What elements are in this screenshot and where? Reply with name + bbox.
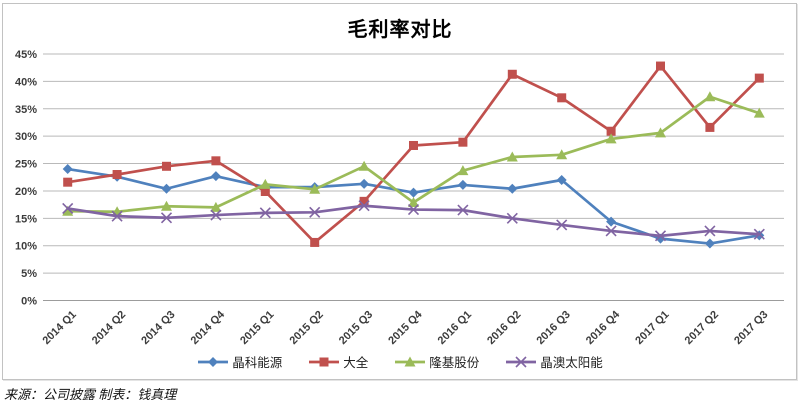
legend-item-daqo[interactable]: 大全 xyxy=(308,352,368,371)
y-tick-label: 40% xyxy=(15,76,37,88)
y-tick-label: 0% xyxy=(21,296,37,308)
line-square-marker-icon xyxy=(309,357,340,366)
y-tick-label: 10% xyxy=(15,241,37,253)
x-tick-label: 2017 Q2 xyxy=(683,309,721,347)
y-axis-tick-labels: 0% 5% 10% 15% 20% 25% 30% 35% 40% 45% xyxy=(15,49,37,308)
y-tick-label: 25% xyxy=(15,159,37,171)
legend-item-jasolar[interactable]: 晶澳太阳能 xyxy=(505,352,603,371)
legend-item-longi[interactable]: 隆基股份 xyxy=(394,352,479,371)
y-tick-label: 35% xyxy=(15,104,37,116)
x-tick-label: 2017 Q1 xyxy=(633,309,671,347)
series-隆基股份 xyxy=(62,91,765,217)
legend-item-jinko[interactable]: 晶科能源 xyxy=(197,352,282,371)
legend-label: 晶科能源 xyxy=(232,356,283,370)
x-tick-label: 2014 Q1 xyxy=(40,309,78,347)
x-tick-label: 2014 Q3 xyxy=(139,309,177,347)
x-tick-label: 2015 Q2 xyxy=(287,309,325,347)
chart-legend: 晶科能源 大全 隆基股份 晶澳太阳能 xyxy=(0,352,800,371)
y-tick-label: 5% xyxy=(21,268,37,280)
series-晶澳太阳能 xyxy=(62,200,765,242)
x-tick-label: 2016 Q3 xyxy=(534,309,572,347)
legend-label: 晶澳太阳能 xyxy=(540,356,603,370)
line-x-marker-icon xyxy=(506,355,537,368)
y-tick-label: 45% xyxy=(15,49,37,61)
y-tick-label: 15% xyxy=(15,213,37,225)
line-triangle-marker-icon xyxy=(395,356,426,366)
y-tick-label: 20% xyxy=(15,186,37,198)
series-大全 xyxy=(63,61,764,247)
x-tick-label: 2016 Q4 xyxy=(584,308,623,347)
x-tick-label: 2014 Q4 xyxy=(189,308,228,347)
x-tick-label: 2016 Q1 xyxy=(436,309,474,347)
x-tick-label: 2014 Q2 xyxy=(90,309,128,347)
source-note: 来源：公司披露 制表：钱真理 xyxy=(4,387,177,402)
x-tick-label: 2017 Q3 xyxy=(732,309,770,347)
x-tick-label: 2015 Q4 xyxy=(386,308,425,347)
y-tick-label: 30% xyxy=(15,131,37,143)
gridlines xyxy=(43,53,784,301)
x-tick-label: 2016 Q2 xyxy=(485,309,523,347)
legend-label: 隆基股份 xyxy=(429,356,480,370)
legend-label: 大全 xyxy=(343,356,369,370)
x-axis-tick-labels: 2014 Q1 2014 Q2 2014 Q3 2014 Q4 2015 Q1 2015 … xyxy=(40,308,770,347)
x-tick-label: 2015 Q1 xyxy=(238,309,276,347)
x-tick-label: 2015 Q3 xyxy=(337,309,375,347)
chart-title: 毛利率对比 xyxy=(347,19,453,41)
line-diamond-marker-icon xyxy=(198,356,229,367)
